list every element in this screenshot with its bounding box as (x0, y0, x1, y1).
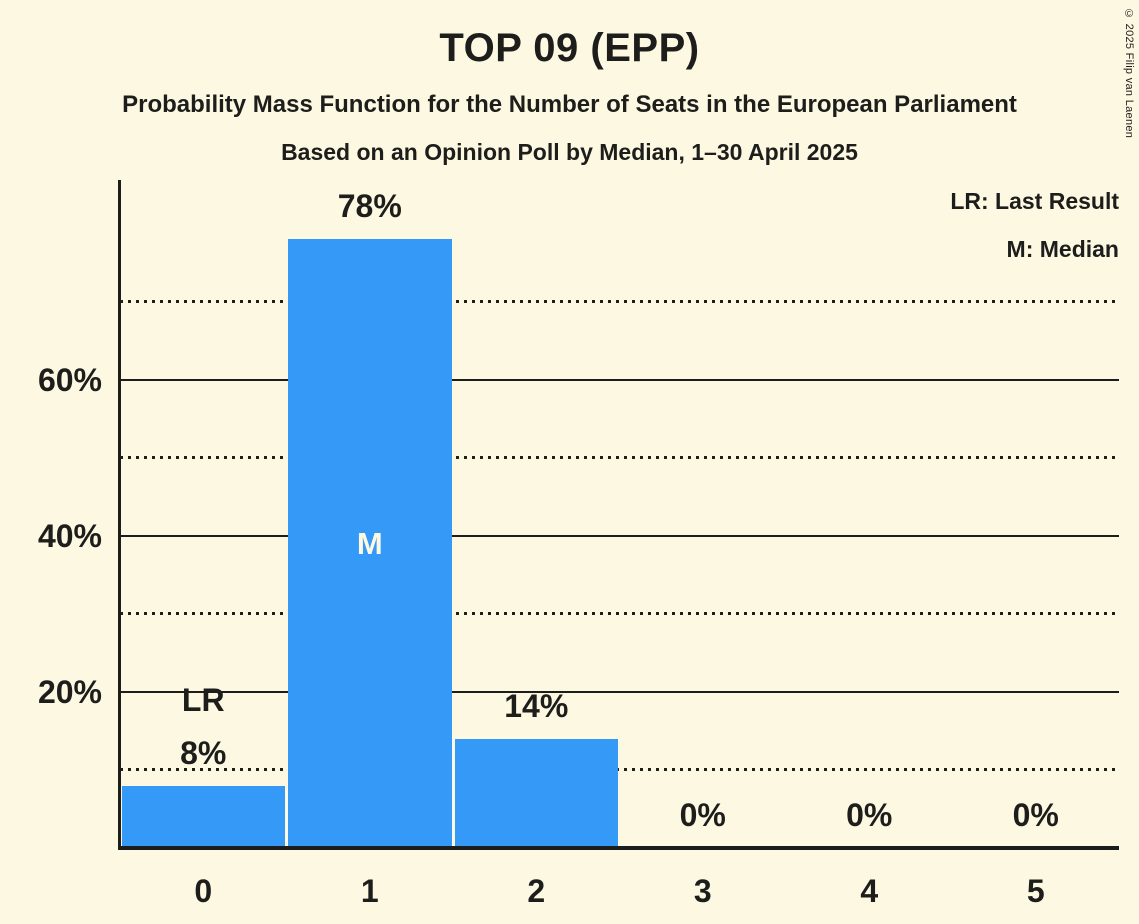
x-axis-tick-5: 5 (1026, 873, 1045, 909)
bar-value-label-1: 78% (337, 188, 402, 225)
last-result-marker: LR (181, 681, 225, 718)
gridline-solid-40 (120, 534, 1119, 537)
x-axis-tick-1: 1 (360, 873, 379, 909)
bar-value-label-4: 0% (846, 797, 893, 833)
gridline-dotted-30 (120, 612, 1119, 616)
bar-seats-0 (121, 785, 285, 848)
gridline-dotted-70 (120, 300, 1119, 304)
x-axis-tick-0: 0 (194, 873, 213, 909)
bar-value-label-5: 0% (1012, 797, 1059, 833)
legend-median: M: Median (1006, 236, 1119, 262)
y-axis-line (118, 180, 121, 850)
legend-last-result: LR: Last Result (950, 188, 1119, 214)
y-axis-tick-40%: 40% (37, 517, 102, 554)
bar-value-label-2: 14% (504, 687, 569, 724)
copyright-notice: © 2025 Filip van Laenen (1123, 8, 1135, 139)
bar-value-label-0: 8% (180, 734, 227, 771)
bar-seats-2 (454, 738, 618, 848)
gridline-solid-60 (120, 378, 1119, 381)
median-marker: M (356, 525, 383, 561)
x-axis-line (118, 846, 1119, 850)
chart-subtitle: Probability Mass Function for the Number… (122, 91, 1017, 118)
y-axis-tick-60%: 60% (37, 361, 102, 398)
chart-poll-source: Based on an Opinion Poll by Median, 1–30… (281, 139, 858, 165)
gridline-solid-20 (120, 690, 1119, 693)
bar-seats-1 (288, 239, 452, 848)
y-axis-tick-20%: 20% (37, 673, 102, 710)
gridline-dotted-10 (120, 768, 1119, 772)
bar-value-label-3: 0% (679, 797, 726, 833)
gridline-dotted-50 (120, 456, 1119, 460)
chart-title: TOP 09 (EPP) (439, 26, 700, 70)
x-axis-tick-4: 4 (860, 873, 879, 909)
x-axis-tick-2: 2 (527, 873, 546, 909)
x-axis-tick-3: 3 (693, 873, 712, 909)
